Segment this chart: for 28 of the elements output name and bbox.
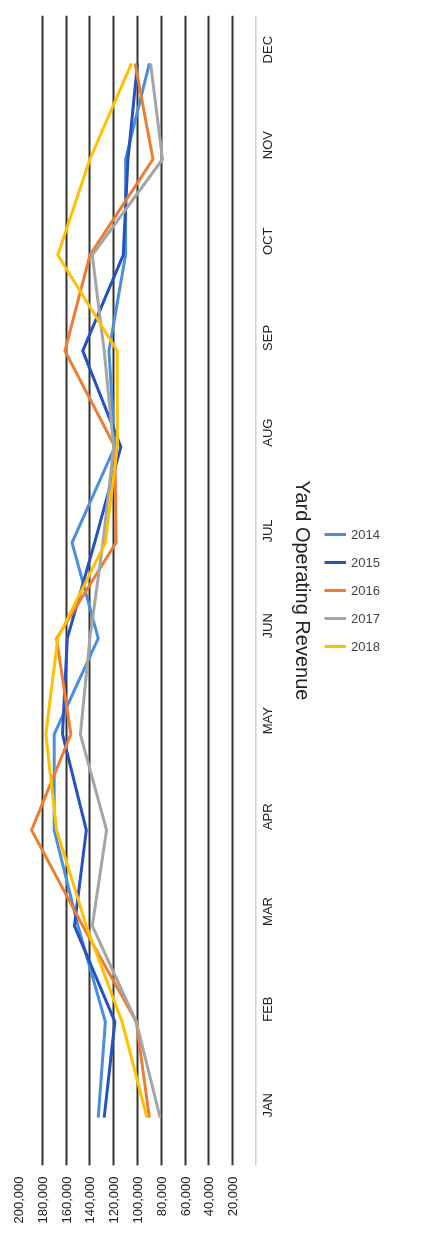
y-tick-label: NOV: [260, 130, 275, 160]
legend-label: 2017: [351, 610, 380, 626]
y-tick-label: OCT: [260, 227, 275, 256]
x-tick-label: 140,000: [82, 1176, 98, 1224]
x-tick-label: 180,000: [34, 1176, 50, 1224]
text: Yard Operating Revenue: [291, 480, 314, 701]
legend-label: 2015: [351, 554, 380, 570]
x-tick-label: 60,000: [177, 1176, 193, 1217]
y-tick-label: SEP: [260, 324, 275, 351]
x-tick-label: 20,000: [225, 1176, 241, 1217]
y-tick-label: MAR: [260, 897, 275, 926]
y-tick-label: JUL: [260, 519, 275, 543]
y-tick-label: APR: [260, 803, 275, 831]
legend-label: 2018: [351, 638, 380, 654]
x-tick-label: 100,000: [130, 1176, 145, 1224]
y-tick-label: MAY: [260, 706, 275, 735]
x-tick-label: 120,000: [106, 1176, 122, 1224]
x-tick-label: 200,000: [11, 1176, 26, 1224]
y-tick-label: JUN: [260, 613, 275, 639]
x-tick-label: 160,000: [58, 1176, 74, 1224]
x-tick-label: 40,000: [201, 1176, 217, 1217]
legend-label: 2016: [351, 582, 380, 598]
y-tick-label: FEB: [260, 996, 275, 1022]
x-tick-label: 80,000: [153, 1176, 169, 1217]
y-tick-label: DEC: [260, 35, 275, 64]
y-tick-label: JAN: [260, 1093, 275, 1118]
legend-label: 2014: [351, 526, 380, 542]
y-tick-label: AUG: [260, 418, 275, 447]
